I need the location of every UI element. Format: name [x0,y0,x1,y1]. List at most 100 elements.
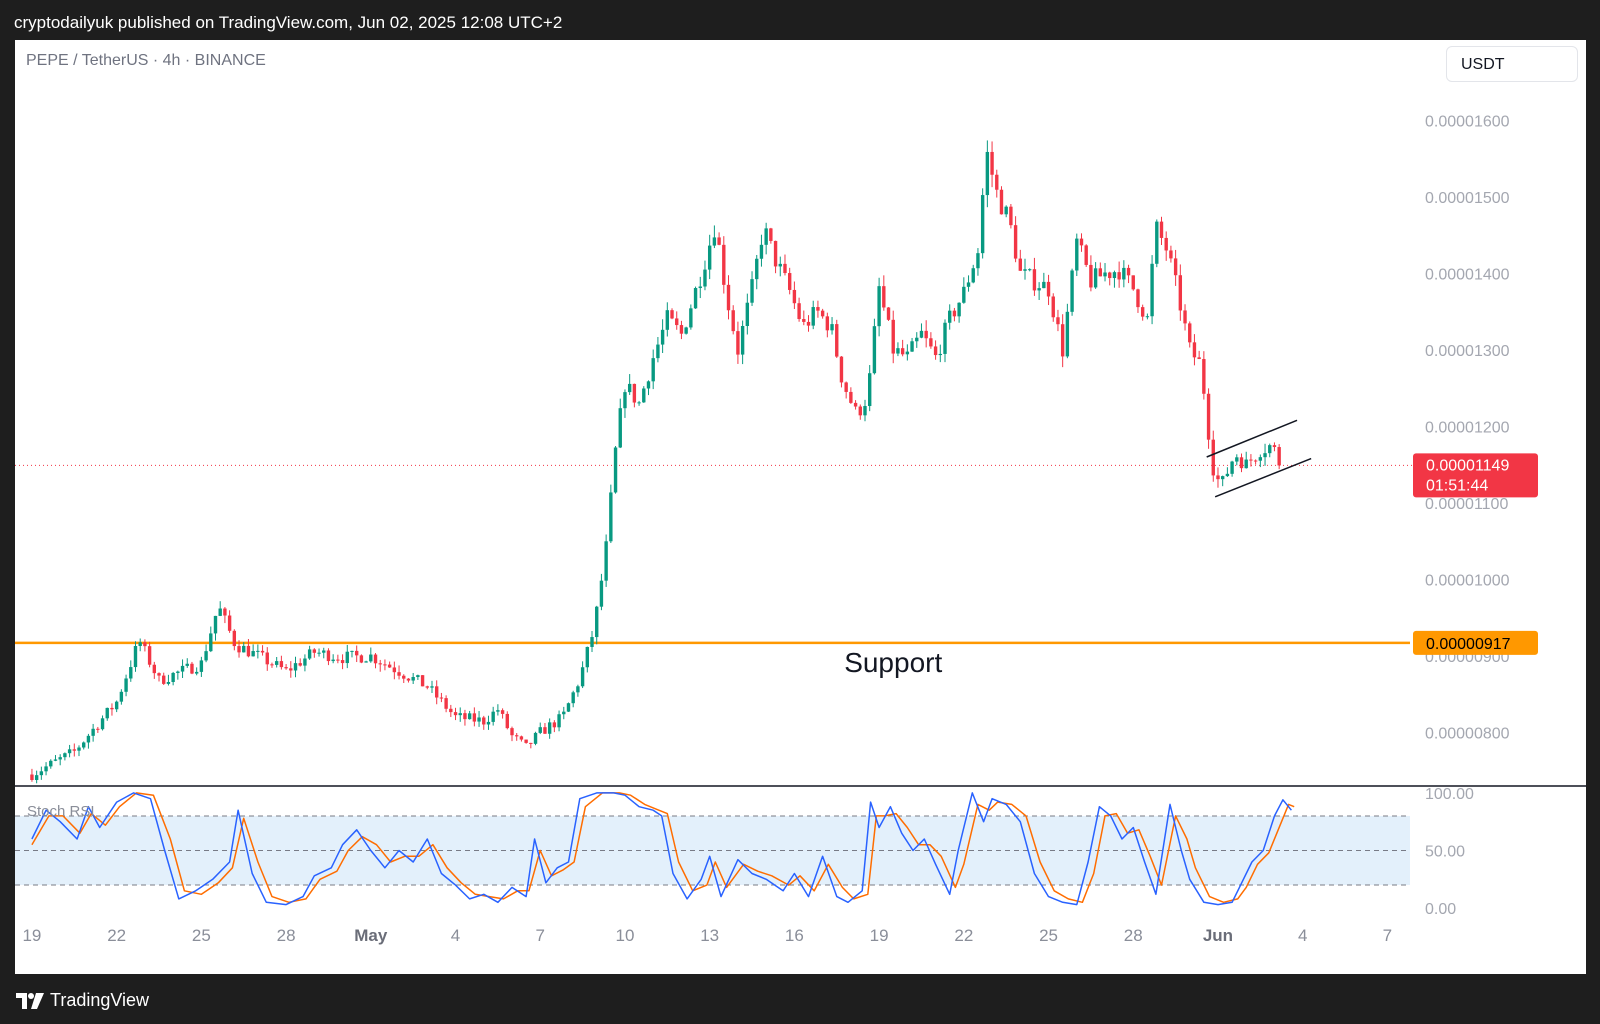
time-axis-label: 10 [615,926,634,945]
candle [797,297,801,322]
candle-body [952,310,957,317]
candle [129,660,133,682]
time-axis[interactable]: 19 22 25 28 May 4 7 10 13 16 19 22 25 28 Jun 4 7 [22,926,1392,945]
candle-layer [30,140,1281,784]
candle [1131,275,1135,291]
candle [849,387,853,404]
time-axis-label: 7 [536,926,545,945]
candle [467,710,472,720]
candle-body [825,316,830,331]
candle-body [642,388,646,403]
candle-body [402,675,406,679]
candle-body [53,759,58,761]
candle [665,302,670,337]
candle-body [679,325,684,334]
candle-body [797,303,801,320]
stoch-rsi-axis[interactable]: 100.00 50.00 0.00 [1425,786,1474,918]
candle [1220,475,1225,487]
candle [656,337,660,363]
candle [613,445,618,494]
candle [1216,467,1220,488]
candle-body [1112,272,1117,279]
candle [194,667,199,676]
time-axis-label: 28 [277,926,296,945]
candle-body [458,713,462,716]
candle [185,658,189,668]
tradingview-logo-icon [16,992,44,1009]
time-axis-label: 16 [785,926,804,945]
candle [957,302,961,323]
candle-body [929,338,933,347]
chart-svg[interactable]: Support 0.00001600 0.00001500 0.00001400 0.… [15,40,1586,974]
candle-body [124,678,128,692]
candle [416,674,420,680]
candle-body [336,659,340,661]
candle-body [835,324,839,357]
candle [952,307,957,322]
candle-body [858,406,862,416]
candle-body [863,406,867,416]
candle [562,706,566,720]
candle [213,615,218,641]
candle [34,770,39,784]
candle-body [1126,267,1131,276]
time-axis-label: 19 [870,926,889,945]
candle [740,320,745,365]
candle-body [651,358,655,382]
candle-body [656,344,660,359]
candle-body [853,402,858,407]
candle-body [557,714,561,728]
candle-body [213,615,218,634]
tradingview-logo[interactable]: TradingView [16,990,149,1011]
candle-body [86,735,91,743]
candle-body [891,319,895,354]
candle [693,286,698,309]
candle-body [369,654,373,662]
candle [171,671,175,686]
candle [1103,263,1107,282]
candle-body [82,742,86,748]
candle-body [162,675,166,684]
candle [627,374,632,395]
candle [1112,270,1117,288]
candle [1211,430,1215,482]
candle-body [420,675,425,687]
candle-body [350,650,354,652]
currency-selector[interactable]: USDT [1446,46,1578,82]
candle-body [1065,311,1070,357]
channel-layer [1206,419,1312,498]
candle-body [792,289,797,304]
candle [1169,245,1173,263]
symbol-info[interactable]: PEPE / TetherUS · 4h · BINANCE [26,52,266,69]
candle [1249,454,1253,467]
candle-body [298,663,302,666]
candle [966,275,971,292]
candle-body [1235,457,1239,462]
candle-body [1145,316,1150,318]
candle-body [571,692,575,704]
candle [1032,257,1037,296]
candle-body [1140,307,1145,317]
candle [1084,244,1088,267]
candle-body [886,307,891,320]
candle [1028,268,1032,272]
stoch-rsi-axis-label: 50.00 [1425,844,1465,861]
candle-body [472,713,477,722]
candle [1023,258,1027,280]
candle-body [802,319,806,322]
candle [703,260,707,291]
candle-body [712,237,717,246]
candle-body [698,286,702,289]
candle [1150,255,1154,325]
candle [369,647,373,663]
candle-body [919,330,924,338]
candle-body [707,245,712,270]
candle-body [1230,461,1234,474]
candle [1202,351,1206,400]
candle [96,726,100,733]
candle [707,234,712,280]
candle-body [453,712,458,716]
candle [1018,249,1022,271]
candle [571,690,575,708]
candle-body [166,682,171,684]
